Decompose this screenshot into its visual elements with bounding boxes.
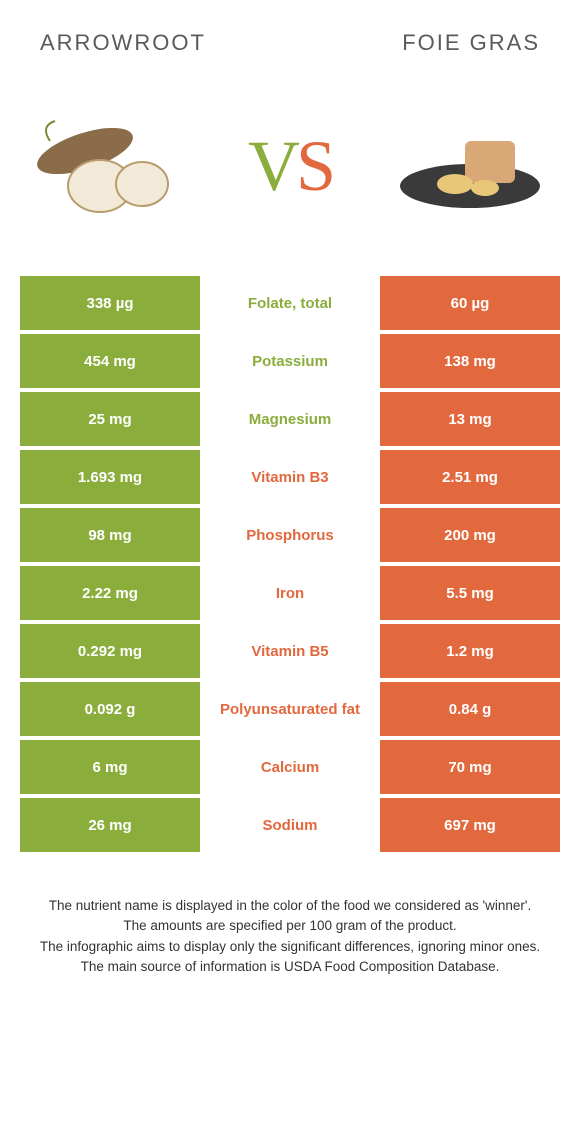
table-row: 0.092 gPolyunsaturated fat0.84 g: [20, 682, 560, 736]
nutrient-label: Iron: [200, 566, 380, 620]
left-food-title: ARROWROOT: [40, 30, 206, 56]
footer-line: The infographic aims to display only the…: [30, 937, 550, 957]
table-row: 338 µgFolate, total60 µg: [20, 276, 560, 330]
left-value: 2.22 mg: [20, 566, 200, 620]
right-value: 70 mg: [380, 740, 560, 794]
nutrient-label: Polyunsaturated fat: [200, 682, 380, 736]
table-row: 454 mgPotassium138 mg: [20, 334, 560, 388]
nutrient-label: Sodium: [200, 798, 380, 852]
vs-label: VS: [248, 125, 332, 208]
left-value: 1.693 mg: [20, 450, 200, 504]
table-row: 6 mgCalcium70 mg: [20, 740, 560, 794]
left-value: 25 mg: [20, 392, 200, 446]
left-value: 98 mg: [20, 508, 200, 562]
table-row: 26 mgSodium697 mg: [20, 798, 560, 852]
table-row: 1.693 mgVitamin B32.51 mg: [20, 450, 560, 504]
footer-notes: The nutrient name is displayed in the co…: [0, 856, 580, 977]
table-row: 0.292 mgVitamin B51.2 mg: [20, 624, 560, 678]
left-value: 26 mg: [20, 798, 200, 852]
header-row: ARROWROOT FOIE GRAS: [0, 0, 580, 66]
nutrient-label: Phosphorus: [200, 508, 380, 562]
vs-s: S: [296, 126, 332, 206]
nutrient-label: Magnesium: [200, 392, 380, 446]
right-value: 0.84 g: [380, 682, 560, 736]
left-value: 6 mg: [20, 740, 200, 794]
left-value: 0.292 mg: [20, 624, 200, 678]
footer-line: The main source of information is USDA F…: [30, 957, 550, 977]
nutrient-label: Vitamin B5: [200, 624, 380, 678]
footer-line: The nutrient name is displayed in the co…: [30, 896, 550, 916]
right-food-title: FOIE GRAS: [402, 30, 540, 56]
vs-v: V: [248, 126, 296, 206]
nutrient-label: Potassium: [200, 334, 380, 388]
nutrient-label: Vitamin B3: [200, 450, 380, 504]
table-row: 2.22 mgIron5.5 mg: [20, 566, 560, 620]
left-value: 0.092 g: [20, 682, 200, 736]
right-value: 60 µg: [380, 276, 560, 330]
right-value: 138 mg: [380, 334, 560, 388]
footer-line: The amounts are specified per 100 gram o…: [30, 916, 550, 936]
right-food-image: [390, 106, 550, 226]
right-value: 2.51 mg: [380, 450, 560, 504]
right-value: 200 mg: [380, 508, 560, 562]
comparison-table: 338 µgFolate, total60 µg454 mgPotassium1…: [20, 276, 560, 852]
right-value: 1.2 mg: [380, 624, 560, 678]
right-value: 5.5 mg: [380, 566, 560, 620]
image-row: VS: [0, 66, 580, 256]
table-row: 98 mgPhosphorus200 mg: [20, 508, 560, 562]
nutrient-label: Folate, total: [200, 276, 380, 330]
nutrient-label: Calcium: [200, 740, 380, 794]
right-value: 697 mg: [380, 798, 560, 852]
left-value: 338 µg: [20, 276, 200, 330]
table-row: 25 mgMagnesium13 mg: [20, 392, 560, 446]
left-food-image: [30, 106, 190, 226]
left-value: 454 mg: [20, 334, 200, 388]
right-value: 13 mg: [380, 392, 560, 446]
